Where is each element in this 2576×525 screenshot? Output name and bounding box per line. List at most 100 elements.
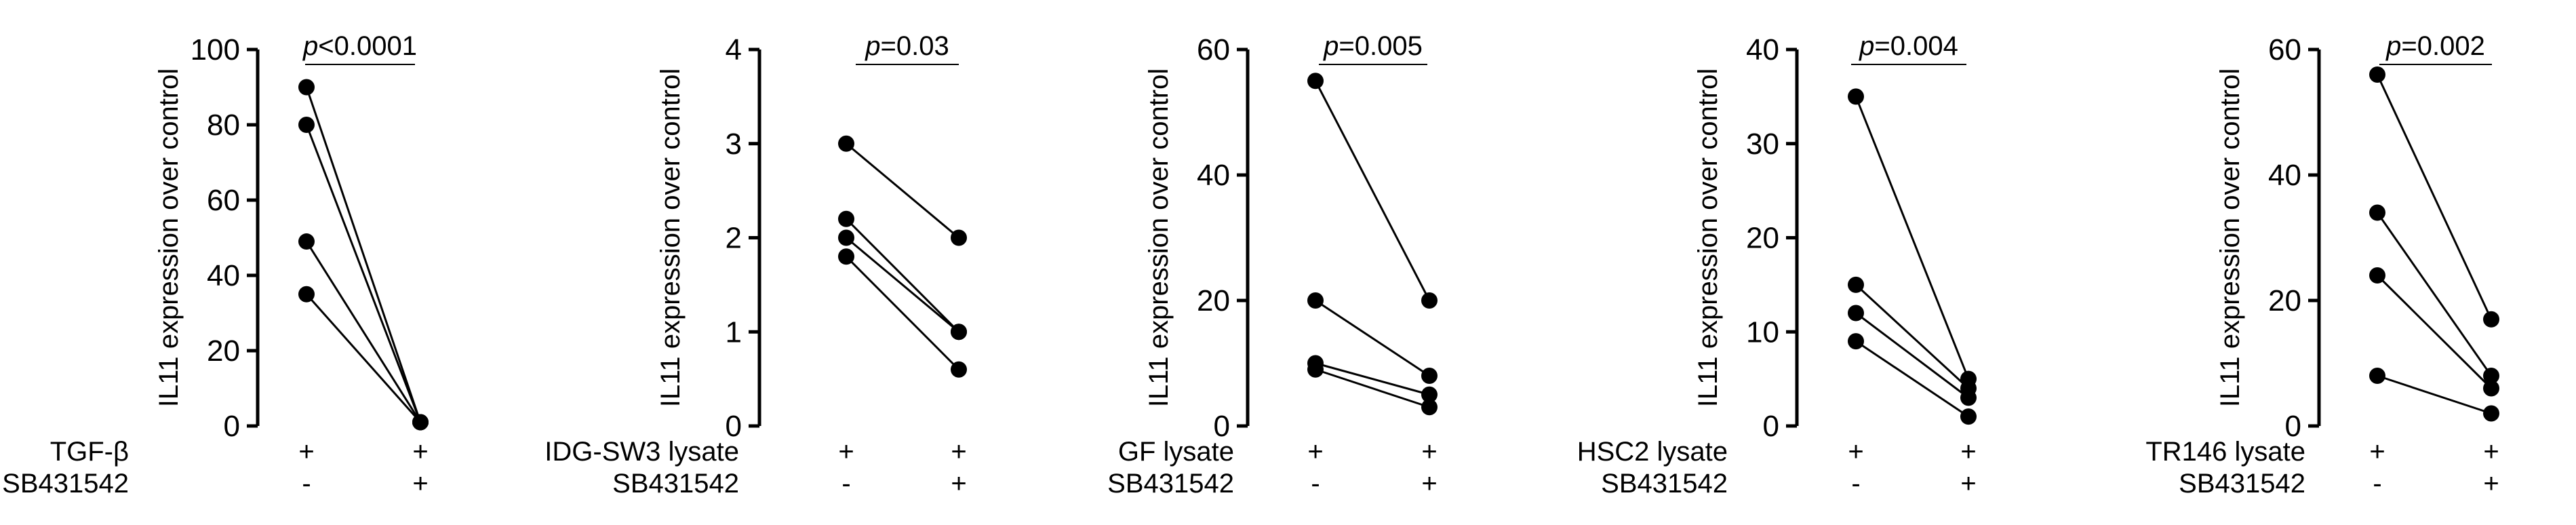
- y-tick-label: 20: [2268, 284, 2301, 317]
- data-point-after: [1421, 399, 1438, 416]
- y-tick-label: 20: [207, 334, 240, 368]
- data-point-after: [1421, 386, 1438, 403]
- y-tick-label: 20: [1197, 284, 1230, 317]
- data-point-after: [951, 324, 967, 341]
- panel-3: 0 20 40 60 IL11 expression over control p=0.0…: [1107, 31, 1438, 499]
- data-point-before: [838, 210, 854, 227]
- pair-line: [1855, 284, 1970, 389]
- data-point-before: [2369, 204, 2385, 221]
- y-tick-label: 60: [207, 184, 240, 217]
- data-point-after: [1960, 389, 1977, 406]
- data-point-before: [298, 117, 315, 133]
- data-point-after: [951, 229, 967, 246]
- y-tick-label: 10: [1746, 315, 1779, 349]
- condition-sign: +: [1307, 437, 1323, 467]
- condition-label: SB431542: [1107, 469, 1234, 499]
- p-value-label: p=0.004: [1859, 31, 1958, 61]
- pair-line: [1855, 340, 1969, 418]
- panel-4: 0 10 20 30 40 IL11 expression over control p=0…: [1577, 31, 1977, 499]
- data-point-before: [298, 286, 315, 303]
- data-point-before: [1848, 305, 1864, 322]
- data-point-before: [838, 135, 854, 152]
- data-point-before: [1307, 73, 1324, 90]
- pair-line: [2377, 374, 2492, 414]
- pair-line: [305, 124, 422, 423]
- data-point-after: [412, 414, 429, 431]
- condition-sign: +: [1421, 469, 1437, 499]
- condition-sign: +: [298, 437, 314, 467]
- p-value-label: p=0.005: [1323, 31, 1423, 61]
- condition-sign: -: [1311, 469, 1320, 499]
- p-value-label: p=0.002: [2385, 31, 2485, 61]
- condition-label: TGF-β: [50, 437, 129, 467]
- data-point-after: [2483, 368, 2499, 384]
- data-point-before: [2369, 267, 2385, 284]
- condition-label: SB431542: [2179, 469, 2305, 499]
- data-point-before: [1848, 88, 1864, 105]
- y-tick-label: 20: [1746, 222, 1779, 255]
- condition-sign: +: [2483, 469, 2499, 499]
- data-point-after: [951, 361, 967, 378]
- pair-line: [846, 142, 959, 239]
- y-tick-label: 1: [726, 315, 742, 349]
- condition-sign: +: [412, 469, 428, 499]
- condition-sign: +: [1848, 437, 1863, 467]
- data-point-before: [2369, 66, 2385, 83]
- y-axis-title: IL11 expression over control: [2215, 69, 2245, 408]
- y-tick-label: 4: [726, 33, 742, 66]
- condition-label: SB431542: [2, 469, 129, 499]
- panel-5: 0 20 40 60 IL11 expression over control p=0.0…: [2145, 31, 2499, 499]
- y-tick-label: 40: [2268, 159, 2301, 192]
- pair-line: [845, 256, 960, 370]
- pair-line: [1315, 368, 1430, 408]
- data-point-after: [1421, 368, 1438, 384]
- y-tick-label: 0: [224, 410, 240, 443]
- condition-label: GF lysate: [1118, 437, 1234, 467]
- y-tick-label: 0: [1763, 410, 1779, 443]
- condition-label: TR146 lysate: [2145, 437, 2305, 467]
- y-axis-title: IL11 expression over control: [1693, 69, 1723, 408]
- pair-line: [2376, 212, 2493, 376]
- data-point-before: [298, 79, 315, 96]
- data-point-before: [838, 229, 854, 246]
- y-tick-label: 60: [2268, 33, 2301, 66]
- condition-label: SB431542: [1601, 469, 1728, 499]
- y-tick-label: 40: [1197, 159, 1230, 192]
- condition-sign: +: [412, 437, 428, 467]
- y-tick-label: 0: [2285, 410, 2301, 443]
- panel-2: 0 1 2 3 4 IL11 expression over control p=0.03 I…: [544, 31, 967, 499]
- pair-line: [2376, 74, 2493, 320]
- data-point-before: [298, 233, 315, 250]
- data-point-before: [1848, 333, 1864, 350]
- pair-line: [1855, 96, 1970, 380]
- pair-line: [305, 87, 422, 423]
- condition-label: IDG-SW3 lysate: [544, 437, 739, 467]
- condition-sign: -: [841, 469, 850, 499]
- pair-line: [845, 218, 960, 333]
- y-tick-label: 40: [207, 259, 240, 292]
- data-point-before: [1307, 361, 1324, 378]
- condition-sign: -: [302, 469, 311, 499]
- y-axis-title: IL11 expression over control: [656, 69, 686, 408]
- condition-sign: +: [1421, 437, 1437, 467]
- pair-line: [1315, 362, 1430, 396]
- condition-label: HSC2 lysate: [1577, 437, 1728, 467]
- condition-sign: +: [1960, 469, 1976, 499]
- data-point-before: [1307, 292, 1324, 309]
- data-point-before: [2369, 368, 2385, 384]
- condition-sign: +: [2369, 437, 2385, 467]
- data-point-before: [1848, 276, 1864, 293]
- y-tick-label: 60: [1197, 33, 1230, 66]
- p-value-label: p=0.03: [865, 31, 949, 61]
- condition-label: SB431542: [612, 469, 739, 499]
- y-tick-label: 3: [726, 128, 742, 161]
- condition-sign: +: [951, 437, 966, 467]
- y-tick-label: 30: [1746, 128, 1779, 161]
- data-point-after: [2483, 405, 2499, 422]
- condition-sign: +: [2483, 437, 2499, 467]
- pair-line: [2376, 274, 2493, 389]
- condition-sign: +: [1960, 437, 1976, 467]
- y-tick-label: 0: [726, 410, 742, 443]
